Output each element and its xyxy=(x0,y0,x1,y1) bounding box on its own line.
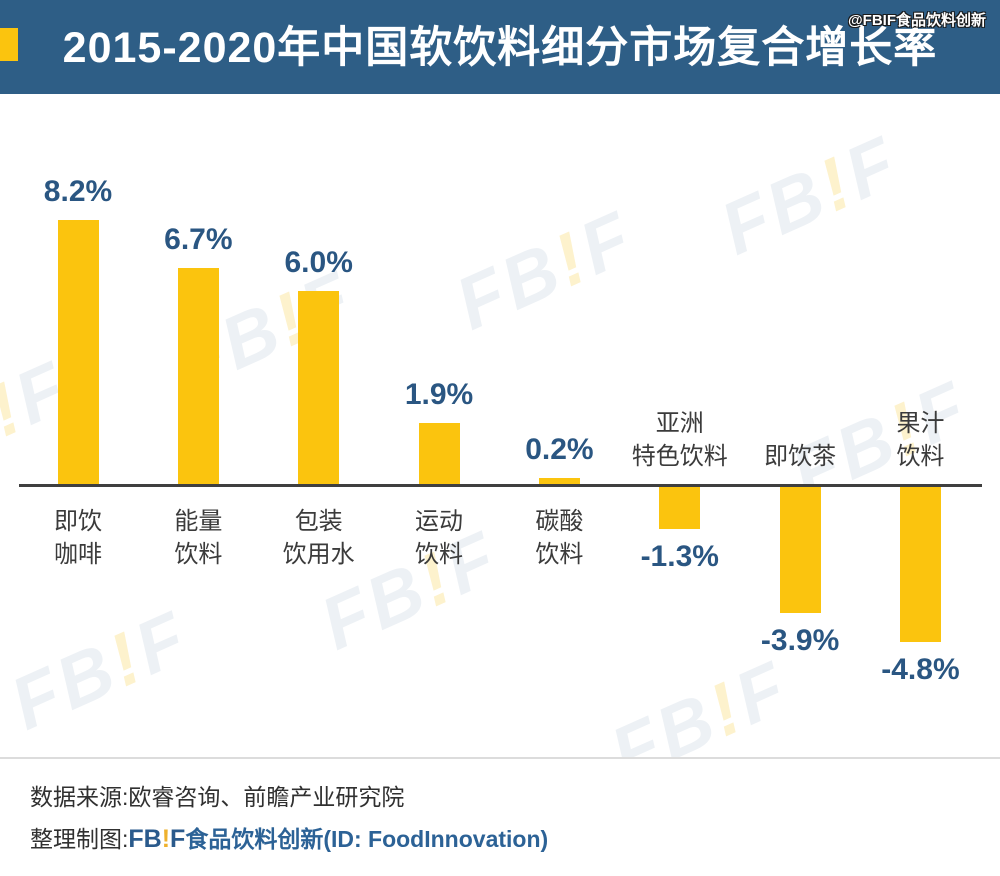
value-label: -3.9% xyxy=(760,624,840,657)
bar xyxy=(538,478,580,484)
credit-line: 整理制图:FB!F食品饮料创新(ID: FoodInnovation) xyxy=(30,820,548,854)
value-label: -4.8% xyxy=(881,653,960,686)
bar xyxy=(418,423,460,484)
fbif-logo: FB!F xyxy=(128,825,186,853)
bar xyxy=(899,487,941,642)
accent-square xyxy=(0,28,18,61)
credit-suffix: 食品饮料创新(ID: FoodInnovation) xyxy=(185,826,549,852)
bar xyxy=(659,487,701,529)
page-title: 2015-2020年中国软饮料细分市场复合增长率 xyxy=(62,24,938,72)
data-source-line: 数据来源:欧睿咨询、前瞻产业研究院 xyxy=(30,784,405,810)
category-label: 能量 饮料 xyxy=(174,508,223,568)
footer: 数据来源:欧睿咨询、前瞻产业研究院 整理制图:FB!F食品饮料创新(ID: Fo… xyxy=(0,757,1000,876)
value-label: 1.9% xyxy=(404,378,474,411)
value-label: -1.3% xyxy=(640,540,719,573)
bar xyxy=(57,220,99,484)
category-label: 即饮 咖啡 xyxy=(54,508,102,568)
category-label: 亚洲 特色饮料 xyxy=(631,410,728,470)
bar xyxy=(177,268,219,484)
category-label: 碳酸 饮料 xyxy=(535,508,584,568)
value-label: 6.7% xyxy=(164,223,233,256)
value-label: 8.2% xyxy=(43,175,113,208)
corner-watermark-text: @FBIF食品饮料创新 xyxy=(848,12,986,29)
bar xyxy=(779,487,821,613)
credit-prefix: 整理制图: xyxy=(30,826,129,852)
header-banner: 2015-2020年中国软饮料细分市场复合增长率 @FBIF食品饮料创新 xyxy=(0,0,1000,94)
value-label: 0.2% xyxy=(525,433,594,466)
value-label: 6.0% xyxy=(284,246,353,279)
category-label: 果汁 饮料 xyxy=(896,410,945,470)
x-axis-line xyxy=(19,484,982,487)
category-label: 包装 饮用水 xyxy=(282,508,355,568)
bar xyxy=(298,291,340,484)
category-label: 即饮茶 xyxy=(764,443,837,470)
category-label: 运动 饮料 xyxy=(415,508,464,568)
